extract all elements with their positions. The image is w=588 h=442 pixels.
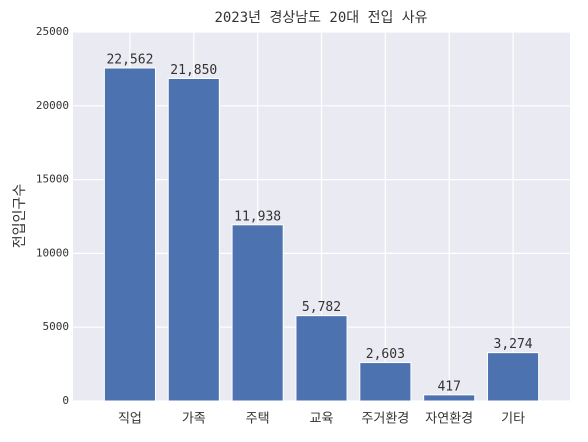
y-tick-label: 15000 (36, 173, 69, 186)
x-tick-label: 자연환경 (425, 412, 473, 427)
y-tick-label: 5000 (43, 320, 70, 333)
bar (231, 224, 284, 402)
bar (167, 77, 220, 402)
y-tick-label: 20000 (36, 99, 69, 112)
x-tick-label: 기타 (501, 412, 525, 427)
bar (487, 352, 540, 402)
bar (423, 394, 476, 402)
y-tick-label: 0 (62, 394, 69, 407)
y-tick-label: 10000 (36, 246, 69, 259)
x-tick-label: 가족 (182, 412, 206, 427)
y-tick-label: 25000 (36, 25, 69, 38)
x-tick-label: 주거환경 (361, 412, 409, 427)
y-axis-label: 전입인구수 (12, 184, 28, 249)
value-label: 417 (437, 379, 460, 394)
x-tick-label: 직업 (118, 412, 142, 427)
bar (295, 315, 348, 402)
value-label: 5,782 (302, 300, 341, 315)
value-label: 11,938 (234, 209, 281, 224)
value-label: 2,603 (366, 347, 405, 362)
x-tick-label: 교육 (310, 412, 334, 427)
value-label: 21,850 (170, 63, 217, 78)
x-tick-label: 주택 (246, 412, 270, 427)
chart-title: 2023년 경상남도 20대 전입 사유 (214, 10, 427, 26)
value-label: 3,274 (494, 337, 533, 352)
bar (103, 67, 156, 402)
value-label: 22,562 (106, 52, 153, 67)
bar (359, 362, 412, 402)
